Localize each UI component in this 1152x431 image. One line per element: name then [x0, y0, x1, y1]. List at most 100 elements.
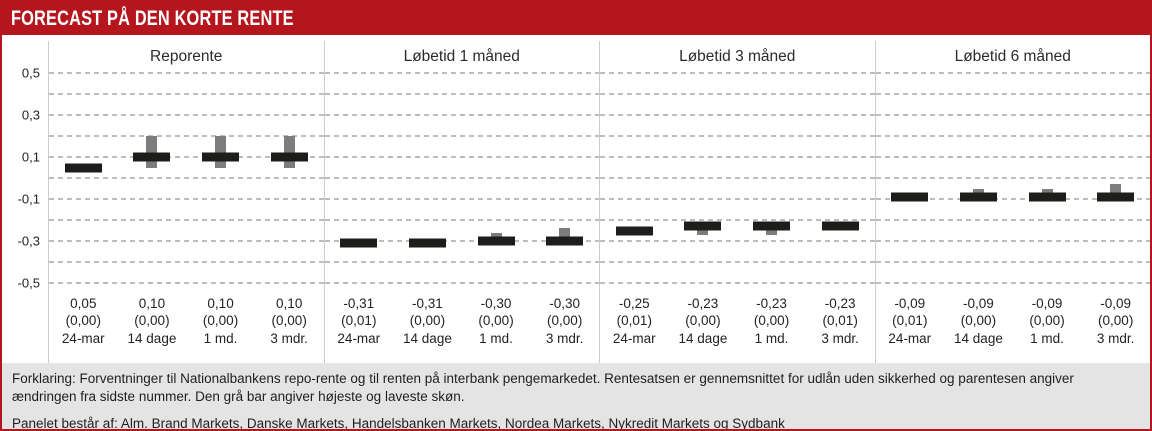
chart-panel: Løbetid 6 måned -0,09 (0,01) 24-mar -0,09 (0,… [874, 41, 1151, 363]
gridline [49, 114, 324, 116]
x-label-value: 0,10 [207, 296, 234, 311]
chart-panel: Reporente 0,05 (0,00) 24-mar 0,10 (0,00) 14 da… [48, 41, 324, 363]
x-label: 0,10 (0,00) 3 mdr. [255, 295, 324, 347]
gridline [600, 240, 875, 242]
y-tick-label: 0,1 [21, 149, 40, 165]
gridline [324, 282, 599, 284]
estimate-bar [821, 221, 859, 231]
gridline [324, 198, 599, 200]
gridline [49, 240, 324, 242]
x-label-value: -0,23 [756, 296, 787, 311]
x-label: -0,09 (0,00) 3 mdr. [1081, 295, 1150, 347]
panel-members-text: Panelet består af: Alm. Brand Markets, D… [12, 415, 785, 431]
gridline [600, 114, 875, 116]
x-labels-row: -0,25 (0,01) 24-mar -0,23 (0,00) 14 dage -0,23… [600, 295, 875, 347]
x-label-value: 0,05 [70, 296, 97, 311]
estimate-bar [753, 221, 791, 231]
gridline [875, 198, 1150, 200]
gridline [49, 282, 324, 284]
card-title: FORECAST PÅ DEN KORTE RENTE [11, 6, 294, 30]
x-label: -0,23 (0,00) 14 dage [669, 295, 738, 347]
range-bar [283, 136, 295, 168]
x-label: -0,09 (0,00) 14 dage [944, 295, 1013, 347]
estimate-bar [891, 192, 929, 202]
x-label-change: (0,01) [822, 313, 858, 329]
x-label-value: -0,23 [687, 296, 719, 311]
x-label-change: (0,00) [1098, 313, 1134, 329]
x-label-change: (0,00) [753, 313, 790, 329]
x-labels-row: -0,31 (0,01) 24-mar -0,31 (0,00) 14 dage -0,30… [325, 295, 600, 347]
gridline [49, 135, 324, 137]
x-label-change: (0,00) [547, 313, 583, 329]
estimate-bar [959, 192, 997, 202]
estimate-bar [202, 152, 240, 162]
x-label-period: 1 md. [754, 330, 789, 346]
x-label-period: 3 mdr. [1096, 330, 1135, 346]
y-tick-label: 0,3 [21, 107, 40, 123]
gridline [49, 261, 324, 263]
x-label-value: -0,25 [618, 296, 650, 311]
x-label-value: -0,09 [1100, 296, 1132, 311]
y-tick-label: 0,5 [21, 65, 40, 81]
x-label: -0,31 (0,00) 14 dage [393, 295, 462, 347]
gridline [324, 135, 599, 137]
x-label: -0,23 (0,00) 1 md. [737, 295, 806, 347]
x-label-change: (0,00) [1029, 313, 1065, 329]
estimate-bar [270, 152, 308, 162]
gridline [49, 156, 324, 158]
x-label-value: 0,10 [276, 296, 303, 311]
gridline [600, 198, 875, 200]
gridline [324, 261, 599, 263]
x-label-change: (0,01) [616, 313, 652, 329]
range-bar [1110, 184, 1122, 199]
x-label-change: (0,00) [685, 313, 721, 329]
x-label-change: (0,00) [202, 313, 239, 329]
x-label-value: -0,31 [412, 296, 443, 311]
gridline [49, 72, 324, 74]
range-bar [146, 136, 158, 168]
x-labels-row: -0,09 (0,01) 24-mar -0,09 (0,00) 14 dage -0,09… [876, 295, 1151, 347]
gridline [324, 240, 599, 242]
y-tick-label: -0,5 [17, 275, 40, 291]
x-label: -0,23 (0,01) 3 mdr. [806, 295, 875, 347]
y-axis: 0,5 0,3 0,1 -0,1 -0,3 -0,5 [2, 41, 48, 363]
x-label-value: -0,30 [549, 296, 581, 311]
gridline [875, 240, 1150, 242]
x-label-value: -0,09 [894, 296, 926, 311]
y-tick-label: -0,1 [17, 191, 40, 207]
chart-panel: Løbetid 3 måned -0,25 (0,01) 24-mar -0,23 (0,… [599, 41, 875, 363]
estimate-bar [1097, 192, 1135, 202]
x-label-change: (0,01) [892, 313, 928, 329]
x-label-period: 3 mdr. [545, 330, 584, 346]
plot-area [324, 72, 599, 284]
plot-area [49, 72, 324, 284]
estimate-bar [477, 236, 515, 246]
x-label-change: (0,00) [960, 313, 997, 329]
x-label-value: -0,09 [963, 296, 994, 311]
gridline [875, 114, 1150, 116]
footer-note: Forklaring: Forventninger til Nationalba… [2, 363, 1150, 431]
panel-title: Løbetid 6 måned [954, 48, 1071, 65]
gridline [324, 72, 599, 74]
x-label: -0,30 (0,00) 3 mdr. [530, 295, 599, 347]
gridline [875, 177, 1150, 179]
x-label-period: 14 dage [127, 330, 177, 346]
gridline [49, 198, 324, 200]
x-label-period: 14 dage [678, 330, 728, 346]
x-label: -0,09 (0,01) 24-mar [876, 295, 945, 347]
x-label-period: 1 md. [479, 330, 513, 346]
x-label-period: 3 mdr. [270, 330, 308, 346]
gridline [875, 261, 1150, 263]
x-label-change: (0,00) [409, 313, 446, 329]
card-header: FORECAST PÅ DEN KORTE RENTE [2, 2, 1150, 35]
estimate-bar [1028, 192, 1066, 202]
y-axis-labels: 0,5 0,3 0,1 -0,1 -0,3 -0,5 [2, 66, 48, 291]
y-tick-label: -0,3 [17, 233, 40, 249]
gridline [875, 72, 1150, 74]
gridline [600, 177, 875, 179]
x-label-period: 24-mar [337, 330, 381, 346]
estimate-bar [684, 221, 722, 231]
gridline [600, 261, 875, 263]
gridline [875, 135, 1150, 137]
